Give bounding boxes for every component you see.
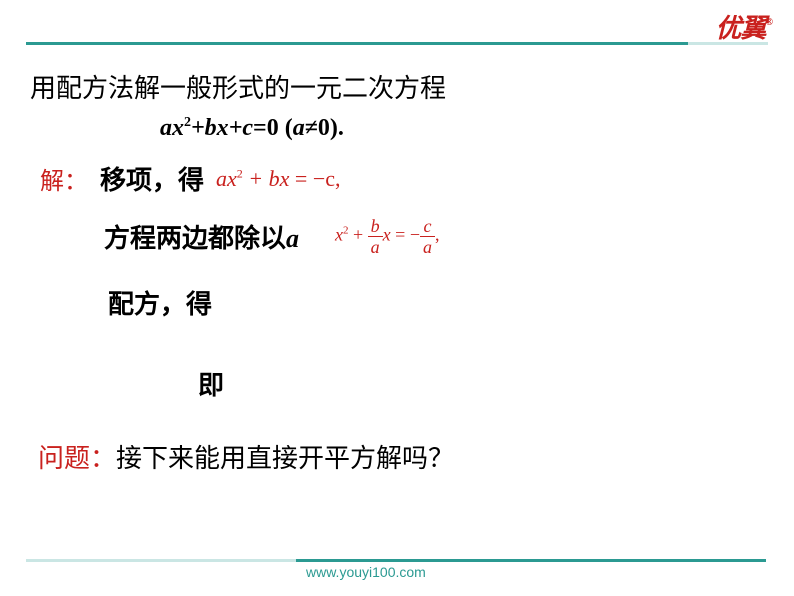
bottom-divider-faded bbox=[26, 559, 296, 562]
question-text: 接下来能用直接开平方解吗？ bbox=[116, 443, 454, 473]
logo-text: 优翼 bbox=[716, 14, 766, 43]
s2-label-var: a bbox=[286, 224, 299, 253]
s2-label-text: 方程两边都除以 bbox=[104, 223, 286, 253]
s1-comma: , bbox=[335, 166, 341, 191]
s1-bx: + bx bbox=[243, 166, 290, 191]
step-1-equation: ax2 + bx = −c, bbox=[216, 166, 340, 192]
logo-sup: ® bbox=[766, 17, 772, 28]
bottom-divider-main bbox=[296, 559, 766, 562]
top-divider-faded bbox=[688, 42, 768, 45]
question-row: 问题：接下来能用直接开平方解吗？ bbox=[38, 438, 764, 475]
solution-label: 解： bbox=[40, 161, 100, 196]
step-1-row: 解： 移项，得 ax2 + bx = −c, bbox=[30, 160, 764, 197]
eq-ax: ax bbox=[160, 115, 184, 141]
brand-logo: 优翼® bbox=[716, 8, 773, 45]
s2-xvar: x bbox=[383, 225, 391, 245]
s2-f1-den: a bbox=[368, 237, 383, 256]
step-1-label: 移项，得 bbox=[100, 160, 204, 197]
s2-f2-den: a bbox=[420, 237, 435, 256]
eq-eq: =0 ( bbox=[253, 115, 293, 141]
s1-rhs: = −c bbox=[289, 166, 335, 191]
step-2-label: 方程两边都除以a bbox=[104, 218, 299, 255]
main-equation: ax2+bx+c=0 (a≠0). bbox=[160, 115, 764, 142]
s2-f2-num: c bbox=[420, 217, 435, 237]
top-divider-main bbox=[26, 42, 688, 45]
footer-url: www.youyi100.com bbox=[306, 564, 426, 580]
step-2-row: 方程两边都除以a x2 + bax = −ca, bbox=[104, 217, 764, 256]
eq-bx: +bx bbox=[191, 115, 229, 141]
s2-comma: , bbox=[435, 225, 440, 245]
s2-f1-num: b bbox=[368, 217, 383, 237]
s2-x: x bbox=[335, 225, 343, 245]
step-3-row: 配方，得 bbox=[108, 284, 764, 321]
step-4-label: 即 bbox=[198, 365, 224, 402]
question-label: 问题： bbox=[38, 443, 116, 473]
eq-ne: ≠0). bbox=[305, 115, 344, 141]
s2-eq: = − bbox=[391, 225, 420, 245]
s2-frac1: ba bbox=[368, 217, 383, 256]
step-3-label: 配方，得 bbox=[108, 284, 212, 321]
eq-sup: 2 bbox=[184, 115, 191, 130]
s2-plus: + bbox=[349, 225, 368, 245]
step-2-equation: x2 + bax = −ca, bbox=[335, 217, 439, 256]
slide-title: 用配方法解一般形式的一元二次方程 bbox=[30, 68, 764, 105]
slide-content: 用配方法解一般形式的一元二次方程 ax2+bx+c=0 (a≠0). 解： 移项… bbox=[30, 68, 764, 475]
step-4-row: 即 bbox=[198, 365, 764, 402]
s2-frac2: ca bbox=[420, 217, 435, 256]
eq-a: a bbox=[293, 115, 305, 141]
s1-ax: ax bbox=[216, 166, 237, 191]
eq-c: +c bbox=[229, 115, 253, 141]
